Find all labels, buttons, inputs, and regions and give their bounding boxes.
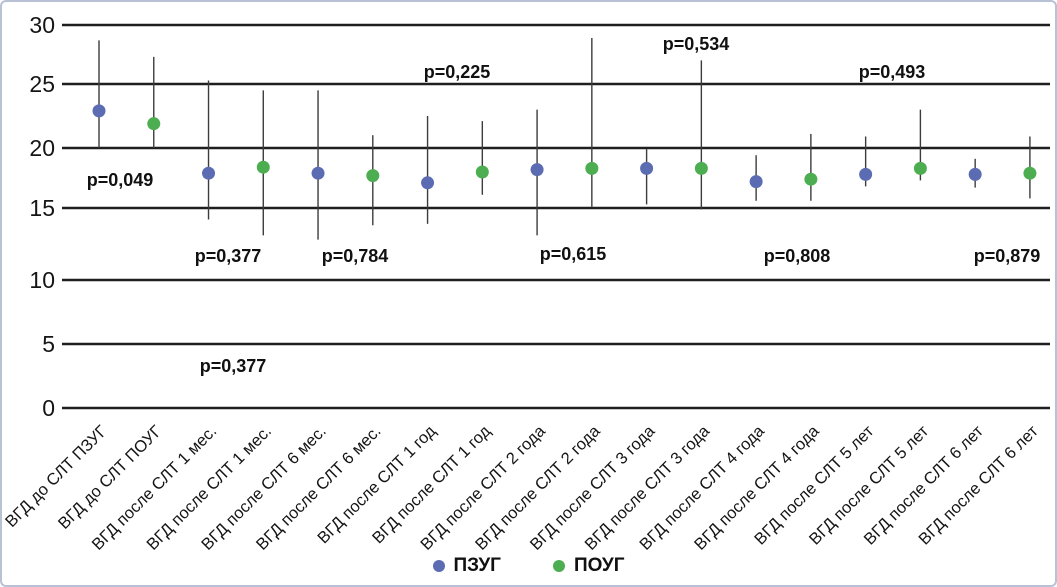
p-value-annotation: p=0,377 xyxy=(195,246,262,266)
p-value-annotation: p=0,534 xyxy=(663,34,730,54)
legend-marker-poug-icon xyxy=(552,560,565,572)
data-point-ПОУГ xyxy=(804,172,818,186)
data-point-ПОУГ xyxy=(694,161,708,175)
legend-label-poug: ПОУГ xyxy=(573,555,625,576)
data-point-ПОУГ xyxy=(585,161,599,175)
x-axis-tick-label: ВГД до СЛТ ПЗУГ xyxy=(2,422,111,531)
x-axis-tick-label: ВГД до СЛТ ПОУГ xyxy=(55,422,166,533)
data-point-ПЗУГ xyxy=(202,166,216,180)
chart-legend: ПЗУГ ПОУГ xyxy=(2,555,1055,577)
data-point-ПОУГ xyxy=(256,160,270,174)
data-point-ПОУГ xyxy=(913,161,927,175)
data-point-ПОУГ xyxy=(1023,166,1037,180)
data-point-ПЗУГ xyxy=(311,166,325,180)
data-point-ПЗУГ xyxy=(530,163,544,177)
y-axis-tick-label: 25 xyxy=(29,71,55,97)
y-axis-tick-label: 20 xyxy=(29,135,55,161)
data-point-ПЗУГ xyxy=(640,161,654,175)
p-value-annotation: p=0,615 xyxy=(540,244,607,264)
legend-item-pzug: ПЗУГ xyxy=(432,555,501,577)
p-value-annotation: p=0,049 xyxy=(87,170,154,190)
y-axis-tick-label: 15 xyxy=(29,195,55,221)
data-point-ПЗУГ xyxy=(859,167,873,181)
data-point-ПЗУГ xyxy=(968,167,982,181)
legend-marker-pzug-icon xyxy=(432,560,445,572)
y-axis-tick-label: 10 xyxy=(29,267,55,293)
p-value-annotation: p=0,493 xyxy=(859,62,926,82)
data-point-ПОУГ xyxy=(366,169,380,183)
data-point-ПЗУГ xyxy=(421,176,435,190)
y-axis-tick-label: 30 xyxy=(29,12,55,38)
y-axis-tick-label: 0 xyxy=(42,395,55,421)
y-axis-tick-label: 5 xyxy=(42,331,55,357)
data-point-ПЗУГ xyxy=(92,104,106,118)
p-value-annotation: p=0,225 xyxy=(424,62,491,82)
p-value-annotation: p=0,808 xyxy=(764,246,831,266)
data-point-ПОУГ xyxy=(147,117,161,131)
p-value-annotation: p=0,879 xyxy=(974,246,1041,266)
data-point-ПОУГ xyxy=(475,165,489,179)
p-value-annotation: p=0,377 xyxy=(200,356,267,376)
legend-label-pzug: ПЗУГ xyxy=(453,555,501,576)
data-point-ПЗУГ xyxy=(749,175,763,189)
p-value-annotation: p=0,784 xyxy=(322,246,389,266)
legend-item-poug: ПОУГ xyxy=(552,555,625,577)
